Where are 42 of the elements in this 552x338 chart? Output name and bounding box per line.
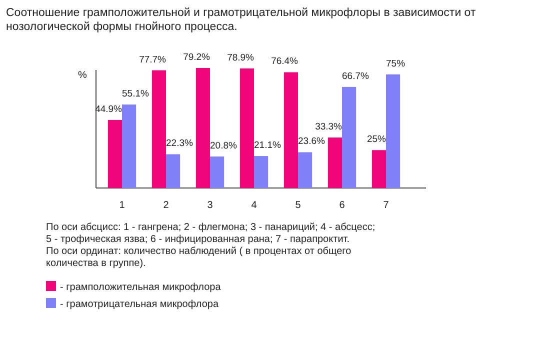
legend-label: - грамположительная микрофлора xyxy=(60,282,222,293)
bar xyxy=(108,120,122,188)
bar xyxy=(328,138,342,188)
text: По оси абсцисс: 1 - гангрена; 2 - флегмона; 3 - панариций; 4 - абсцесс; xyxy=(46,222,376,233)
bar xyxy=(298,152,312,188)
bar xyxy=(240,68,254,188)
x-tick-label: 3 xyxy=(207,200,214,211)
text: количества в группе). xyxy=(46,258,146,269)
data-label: 23.6% xyxy=(298,136,326,148)
data-label: 33.3% xyxy=(315,122,343,133)
data-label: 20.8% xyxy=(210,140,238,152)
data-label: 78.9% xyxy=(227,52,255,64)
data-label: 25% xyxy=(366,134,387,146)
bar xyxy=(210,156,224,188)
x-tick-label: 7 xyxy=(383,200,390,211)
data-label: 75% xyxy=(386,58,406,70)
chart-title: Соотношение грамположительной и грамотрицательной микрофлоры в зависимости от нозологической формы гнойного процесса. xyxy=(6,7,476,33)
data-label: 79.2% xyxy=(183,52,211,63)
data-label: 76.4% xyxy=(271,56,299,68)
x-tick-label: 5 xyxy=(295,200,302,211)
text: 5 - трофическая язва; 6 - инфицированная рана; 7 - парапроктит. xyxy=(46,234,350,245)
bar xyxy=(284,72,298,188)
bar xyxy=(196,68,210,188)
x-tick-label: 1 xyxy=(119,200,126,211)
bar xyxy=(122,104,136,188)
data-label: 22.3% xyxy=(166,138,194,150)
bar xyxy=(152,70,166,188)
x-tick-label: 4 xyxy=(251,200,258,211)
data-label: 66.7% xyxy=(342,70,370,82)
legend-label: - грамотрицательная микрофлора xyxy=(60,299,219,310)
data-label: 55.1% xyxy=(122,88,150,100)
bar xyxy=(386,74,400,188)
y-axis-title: % xyxy=(78,70,87,81)
data-label: 77.7% xyxy=(139,54,167,66)
x-tick-label: 2 xyxy=(163,200,170,211)
x-tick-label: 6 xyxy=(339,200,346,211)
data-label: 21.1% xyxy=(254,140,282,152)
text: По оси ординат: количество наблюдений ( в процентах от общего xyxy=(46,246,352,257)
bar xyxy=(372,150,386,188)
bar xyxy=(342,86,356,188)
bar xyxy=(254,156,268,188)
bar xyxy=(166,154,180,188)
